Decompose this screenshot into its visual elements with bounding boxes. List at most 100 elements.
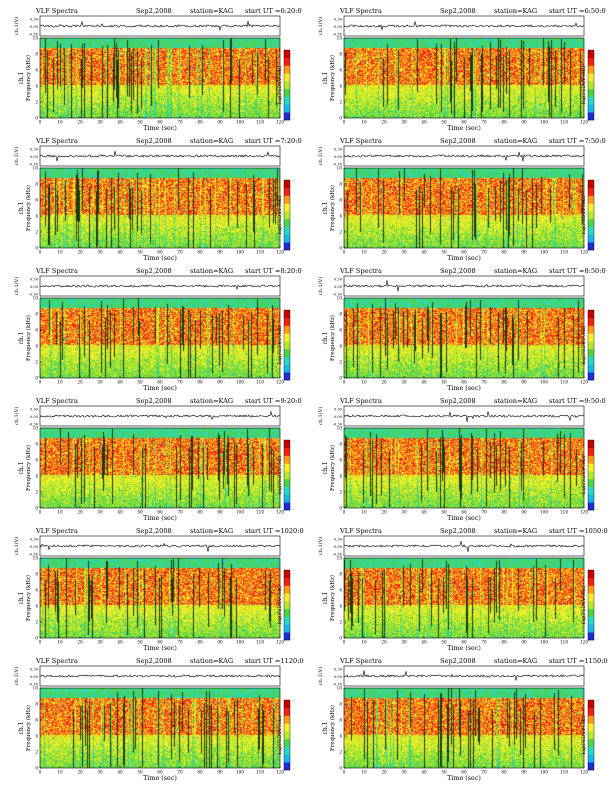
waveform-ylabel: ch.1(V): [13, 277, 20, 295]
colorbar-segment: [588, 471, 594, 480]
y-tick-label: 6: [35, 458, 38, 463]
colorbar-segment: [588, 333, 594, 342]
colorbar-segment: [588, 762, 594, 771]
x-tick-label: 70: [177, 640, 183, 645]
colorbar-segment: [284, 593, 290, 602]
colorbar-segment: [588, 310, 594, 319]
colorbar-segment: [588, 700, 594, 709]
x-tick-label: 0: [343, 510, 346, 515]
x-tick-label: 120: [580, 640, 588, 645]
spectrogram-ylabel-frequency: Frequency (kHz): [329, 55, 336, 101]
colorbar-segment: [284, 440, 290, 449]
panel-svg: VLF Spectra Sep2,2008 station=KAG start UT …: [317, 7, 606, 132]
x-tick-label: 50: [441, 120, 447, 125]
x-tick-label: 90: [217, 250, 223, 255]
waveform-tick-label: -0.30: [333, 683, 343, 687]
x-tick-label: 100: [236, 380, 244, 385]
waveform-tick-label: 0.00: [30, 415, 39, 419]
colorbar-tick-label: -: [597, 698, 599, 703]
x-axis-label: Time (sec): [447, 644, 481, 652]
y-tick-label: 10: [33, 36, 39, 41]
colorbar-segment: [588, 112, 594, 121]
panel-date: Sep2,2008: [136, 397, 172, 405]
x-tick-label: 20: [77, 120, 83, 125]
colorbar-segment: [588, 440, 594, 449]
x-tick-label: 30: [97, 640, 103, 645]
x-tick-label: 10: [361, 250, 367, 255]
panel-start-time: start UT =9:50:0: [549, 397, 606, 405]
waveform-frame: [343, 275, 585, 297]
colorbar-segment: [588, 218, 594, 227]
spectrogram-ylabel-frequency: Frequency (kHz): [25, 575, 32, 621]
waveform-tick-label: 0.30: [30, 148, 39, 152]
y-tick-label: 2: [339, 360, 342, 365]
colorbar-segment: [588, 570, 594, 579]
y-tick-label: 0: [339, 636, 342, 641]
colorbar-tick-label: -: [597, 568, 599, 573]
colorbar-segment: [588, 341, 594, 350]
colorbar-segment: [284, 234, 290, 243]
x-tick-label: 0: [343, 250, 346, 255]
panel-svg: VLF Spectra Sep2,2008 station=KAG start UT …: [317, 267, 606, 392]
panel-title: VLF Spectra: [339, 657, 382, 665]
x-tick-label: 80: [197, 510, 203, 515]
colorbar-segment: [588, 57, 594, 66]
colorbar-segment: [284, 203, 290, 212]
waveform-tick-label: 0.30: [30, 18, 39, 22]
y-tick-label: 2: [339, 490, 342, 495]
spectrogram-ylabel-frequency: Frequency (kHz): [25, 315, 32, 361]
colorbar-segment: [588, 211, 594, 220]
colorbar-frame: [283, 49, 291, 121]
x-axis-label: Time (sec): [447, 254, 481, 262]
x-tick-label: 90: [217, 120, 223, 125]
waveform-tick-label: 0.30: [334, 538, 343, 542]
spectra-panel: VLF Spectra Sep2,2008 station=KAG start UT …: [8, 4, 308, 132]
colorbar-tick-label: -: [293, 698, 295, 703]
colorbar-segment: [588, 608, 594, 617]
y-tick-label: 2: [35, 620, 38, 625]
colorbar-segment: [284, 310, 290, 319]
spectra-panel: VLF Spectra Sep2,2008 station=KAG start UT …: [8, 394, 308, 522]
waveform-tick-label: -0.30: [29, 293, 39, 297]
colorbar-segment: [284, 50, 290, 59]
y-tick-label: 4: [35, 604, 38, 609]
panel-start-time: start UT =7:20:0: [245, 137, 302, 145]
panel-svg: VLF Spectra Sep2,2008 station=KAG start UT …: [13, 137, 302, 262]
colorbar-segment: [284, 754, 290, 763]
y-tick-label: 0: [339, 506, 342, 511]
spectrogram-ylabel-channel: ch.1: [18, 722, 25, 735]
colorbar-frame: [587, 699, 595, 771]
colorbar-label: log(PSD)(V²/Hz): [276, 585, 283, 624]
x-tick-label: 10: [57, 120, 63, 125]
y-tick-label: 6: [339, 588, 342, 593]
colorbar-tick-label: -: [293, 636, 295, 641]
panel-station: station=KAG: [494, 657, 537, 665]
colorbar-segment: [284, 700, 290, 709]
y-tick-label: 4: [339, 344, 342, 349]
colorbar-segment: [588, 577, 594, 586]
waveform-tick-label: -0.30: [333, 553, 343, 557]
x-tick-label: 100: [236, 510, 244, 515]
x-tick-label: 70: [177, 250, 183, 255]
waveform-line: [343, 670, 585, 681]
x-tick-label: 60: [157, 120, 163, 125]
colorbar-segment: [588, 73, 594, 82]
colorbar-tick-label: -: [293, 438, 295, 443]
colorbar-segment: [284, 364, 290, 373]
colorbar-tick-label: -: [597, 376, 599, 381]
colorbar-segment: [588, 593, 594, 602]
x-tick-label: 10: [57, 250, 63, 255]
colorbar-segment: [284, 632, 290, 641]
y-tick-label: 6: [35, 588, 38, 593]
waveform-line: [343, 20, 585, 30]
y-tick-label: 2: [35, 230, 38, 235]
waveform-tick-label: -0.30: [333, 163, 343, 167]
panel-svg: VLF Spectra Sep2,2008 station=KAG start UT …: [317, 527, 608, 652]
y-tick-label: 0: [339, 246, 342, 251]
x-tick-label: 100: [540, 770, 548, 775]
colorbar-segment: [284, 57, 290, 66]
x-tick-label: 30: [401, 250, 407, 255]
x-tick-label: 60: [461, 250, 467, 255]
x-tick-label: 10: [57, 770, 63, 775]
colorbar-segment: [284, 746, 290, 755]
